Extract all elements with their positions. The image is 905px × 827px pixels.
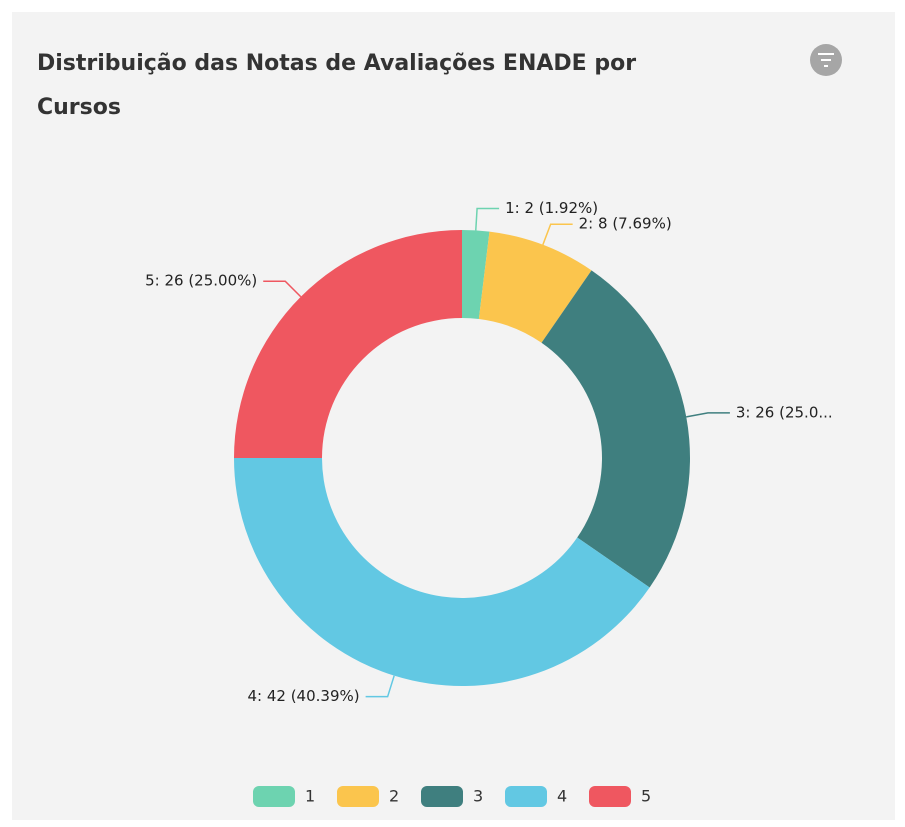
donut-slice (234, 458, 650, 686)
legend-label: 1 (305, 787, 315, 806)
data-label: 4: 42 (40.39%) (247, 687, 359, 705)
title-line: Distribuição das Notas de Avaliações ENA… (37, 51, 636, 76)
donut-slice (462, 230, 490, 320)
legend-label: 5 (641, 787, 651, 806)
leader-line (365, 675, 395, 698)
legend-swatch (253, 786, 295, 807)
title-line: Cursos (37, 95, 121, 120)
legend-swatch (337, 786, 379, 807)
data-label: 1: 2 (1.92%) (505, 199, 598, 217)
leader-line (542, 223, 573, 246)
legend-label: 4 (557, 787, 567, 806)
leader-line (475, 207, 500, 231)
chart-title: Distribuição das Notas de Avaliações ENA… (37, 51, 644, 120)
legend-swatch (421, 786, 463, 807)
legend-swatch (589, 786, 631, 807)
data-label: 3: 26 (25.0... (736, 403, 833, 421)
leader-line (263, 280, 302, 298)
filter-icon[interactable] (810, 44, 842, 76)
data-label: 5: 26 (25.00%) (145, 272, 257, 290)
data-label: 2: 8 (7.69%) (579, 215, 672, 233)
legend-label: 2 (389, 787, 399, 806)
leader-line (686, 412, 730, 418)
legend-swatch (505, 786, 547, 807)
donut-slice (541, 270, 690, 588)
donut-slice (234, 230, 462, 458)
legend-label: 3 (473, 787, 483, 806)
donut-slice (478, 231, 592, 343)
